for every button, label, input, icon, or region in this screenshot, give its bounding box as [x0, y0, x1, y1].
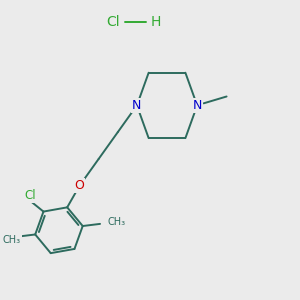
Text: Cl: Cl — [24, 189, 36, 202]
Text: N: N — [193, 99, 202, 112]
Text: CH₃: CH₃ — [3, 235, 21, 244]
Text: Cl: Cl — [106, 15, 120, 29]
Text: N: N — [132, 99, 142, 112]
Text: H: H — [151, 15, 161, 29]
Text: CH₃: CH₃ — [107, 218, 125, 227]
Text: O: O — [75, 179, 85, 192]
